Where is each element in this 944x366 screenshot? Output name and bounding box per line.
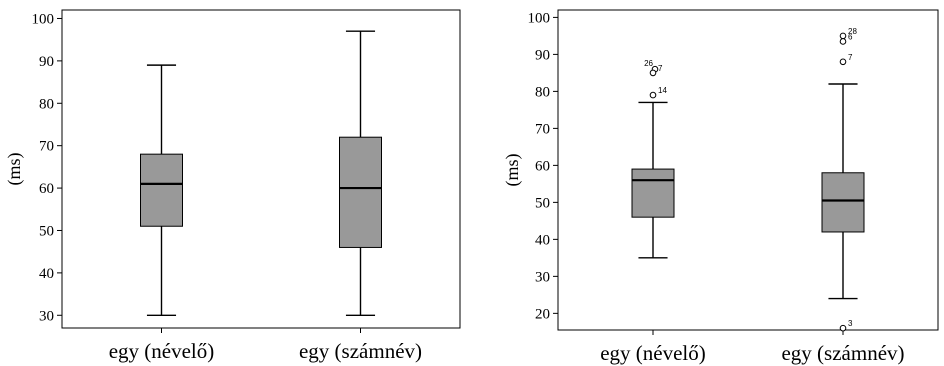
box-iqr — [631, 168, 675, 218]
y-tick-label: 50 — [39, 223, 54, 239]
outlier-point — [649, 69, 657, 77]
outlier-label: 6 — [848, 32, 853, 41]
y-axis-label: (ms) — [502, 154, 523, 187]
x-category-label: egy (számnév) — [299, 339, 422, 363]
outlier-point — [839, 32, 847, 40]
outlier-label: 3 — [848, 319, 853, 328]
plot-frame — [61, 9, 461, 329]
outlier-point — [839, 324, 847, 332]
outlier-label: 14 — [658, 86, 667, 95]
y-tick-label: 40 — [39, 266, 54, 282]
y-tick-label: 90 — [535, 47, 550, 63]
outlier-point — [649, 91, 657, 99]
y-tick-label: 80 — [39, 96, 54, 112]
y-tick-label: 60 — [535, 158, 550, 174]
x-category-label: egy (névelő) — [600, 341, 706, 365]
x-category-label: egy (számnév) — [781, 341, 904, 365]
y-tick-label: 100 — [32, 11, 55, 27]
x-category-label: egy (névelő) — [109, 339, 215, 363]
y-tick-label: 50 — [535, 195, 550, 211]
outlier-point — [839, 58, 847, 66]
left-boxplot-panel: 30 40 50 60 70 80 90 100 (ms) egy (névelő) egy (sz… — [4, 9, 461, 363]
y-tick-label: 40 — [535, 232, 550, 248]
y-tick-label: 30 — [535, 269, 550, 285]
plot-frame — [557, 9, 939, 331]
y-tick-label: 60 — [39, 181, 54, 197]
y-tick-label: 100 — [528, 10, 551, 26]
outlier-point — [839, 38, 847, 45]
outlier-label: 28 — [848, 27, 857, 36]
y-tick-label: 80 — [535, 84, 550, 100]
box-iqr — [821, 172, 865, 233]
box-iqr — [339, 136, 382, 248]
y-axis-label: (ms) — [4, 153, 25, 186]
outlier-label: 26 — [644, 59, 653, 68]
y-tick-label: 20 — [535, 306, 550, 322]
outlier-label: 7 — [848, 53, 853, 62]
right-boxplot-panel: 20 30 40 50 60 70 80 90 100 (ms) 26 7 14 egy (névelő)… — [502, 9, 939, 365]
y-tick-label: 90 — [39, 54, 54, 70]
outlier-label: 7 — [658, 64, 663, 73]
y-tick-label: 30 — [39, 308, 54, 324]
y-tick-label: 70 — [39, 139, 54, 155]
box-iqr — [140, 153, 183, 227]
y-tick-label: 70 — [535, 121, 550, 137]
